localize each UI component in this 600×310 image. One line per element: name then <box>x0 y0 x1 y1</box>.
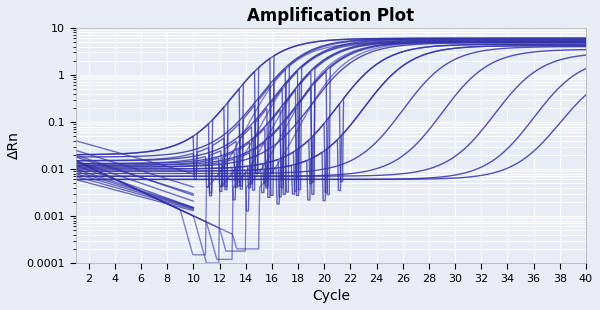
X-axis label: Cycle: Cycle <box>312 289 350 303</box>
Title: Amplification Plot: Amplification Plot <box>247 7 415 25</box>
Y-axis label: ΔRn: ΔRn <box>7 131 21 159</box>
